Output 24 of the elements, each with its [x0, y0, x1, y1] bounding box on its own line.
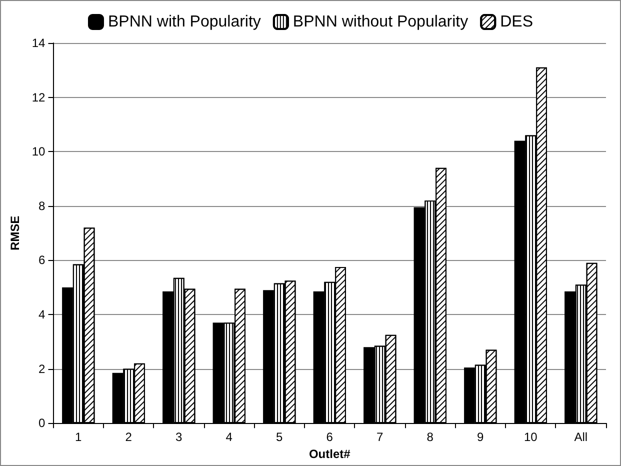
legend-label: BPNN without Popularity	[292, 14, 468, 30]
legend-label: DES	[500, 14, 534, 30]
x-tick-label: 5	[276, 430, 284, 444]
x-tick-label: 9	[477, 430, 484, 444]
y-tick-label: 12	[32, 90, 46, 104]
y-tick-label: 8	[38, 198, 46, 213]
y-tick-label: 4	[38, 308, 46, 322]
y-tick-label: 0	[38, 416, 46, 430]
y-tick-label: 10	[32, 144, 46, 159]
x-tick-label: 4	[226, 430, 233, 444]
x-tick-label: 6	[326, 430, 334, 444]
x-tick-label: All	[574, 430, 588, 444]
x-tick-label: 10	[524, 430, 538, 444]
x-tick-label: 8	[426, 430, 434, 444]
y-tick-label: 6	[38, 253, 46, 268]
legend-label: BPNN with Popularity	[108, 14, 261, 30]
y-axis-title: RMSE	[8, 216, 22, 250]
y-tick-label: 14	[32, 36, 46, 50]
x-tick-label: 1	[75, 430, 82, 444]
x-tick-label: 7	[376, 430, 384, 444]
x-tick-label: 2	[125, 430, 132, 444]
x-tick-label: 3	[176, 430, 183, 444]
x-axis-title: Outlet#	[308, 447, 351, 461]
y-tick-label: 2	[38, 362, 46, 376]
